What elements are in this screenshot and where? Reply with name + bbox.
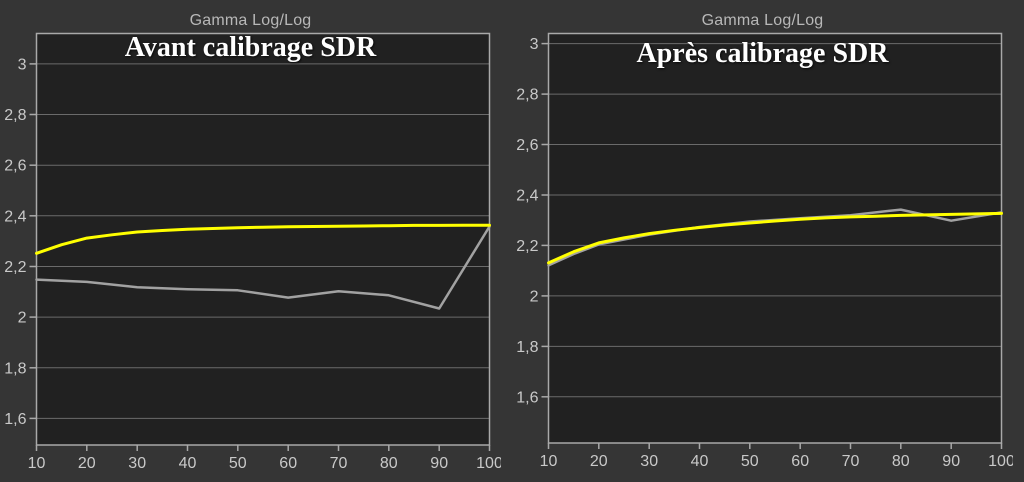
y-tick-label: 1,6 bbox=[4, 411, 26, 428]
y-tick-label: 2 bbox=[530, 288, 539, 305]
x-tick-label: 80 bbox=[892, 453, 910, 470]
chart-title-apres: Après calibrage SDR bbox=[636, 38, 889, 69]
chart-header-label: Gamma Log/Log bbox=[701, 12, 824, 29]
x-tick-label: 20 bbox=[590, 453, 608, 470]
plot-border bbox=[35, 32, 491, 446]
series-reference-line bbox=[547, 211, 1003, 265]
x-tick-label: 30 bbox=[640, 453, 658, 470]
x-tick-label: 100 bbox=[476, 455, 501, 472]
y-tick-label: 2,4 bbox=[516, 188, 538, 205]
y-tick-label: 3 bbox=[18, 56, 27, 73]
x-tick-label: 80 bbox=[380, 455, 398, 472]
x-tick-label: 10 bbox=[540, 453, 558, 470]
x-tick-label: 30 bbox=[128, 455, 146, 472]
x-tick-label: 40 bbox=[179, 455, 197, 472]
x-tick-label: 90 bbox=[942, 453, 960, 470]
y-tick-label: 1,8 bbox=[4, 360, 26, 377]
x-tick-label: 70 bbox=[330, 455, 348, 472]
plot-area bbox=[36, 33, 490, 445]
x-tick-label: 50 bbox=[741, 453, 759, 470]
y-tick-label: 2,6 bbox=[4, 158, 26, 175]
y-tick-label: 1,8 bbox=[516, 339, 538, 356]
x-tick-label: 90 bbox=[430, 455, 448, 472]
chart-apres-calibrage: 1,6 1,8 2 2,2 2,4 2,6 2,8 3 10 20 30 40 50 60 70 80 90 10… bbox=[512, 0, 1013, 482]
y-tick-label: 2,4 bbox=[4, 208, 26, 225]
x-tick-label: 60 bbox=[791, 453, 809, 470]
chart-header-label: Gamma Log/Log bbox=[189, 12, 312, 29]
x-tick-label: 40 bbox=[691, 453, 709, 470]
y-tick-label: 2,2 bbox=[4, 259, 26, 276]
series-measured-line bbox=[35, 225, 491, 310]
y-tick-label: 1,6 bbox=[516, 389, 538, 406]
y-tick-label: 2,8 bbox=[4, 107, 26, 124]
x-tick-label: 70 bbox=[842, 453, 860, 470]
y-tick-label: 3 bbox=[530, 36, 539, 53]
x-tick-label: 100 bbox=[988, 453, 1013, 470]
y-tick-label: 2 bbox=[18, 310, 27, 327]
series-reference-line bbox=[35, 223, 491, 255]
chart-canvas-avant: 1,6 1,8 2 2,2 2,4 2,6 2,8 3 10 20 30 40 50 60 70 80 90 10… bbox=[4, 32, 501, 472]
x-tick-label: 60 bbox=[279, 455, 297, 472]
y-tick-label: 2,6 bbox=[516, 137, 538, 154]
y-tick-label: 2,8 bbox=[516, 87, 538, 104]
x-tick-label: 10 bbox=[28, 455, 46, 472]
x-tick-label: 20 bbox=[78, 455, 96, 472]
x-tick-label: 50 bbox=[229, 455, 247, 472]
y-tick-label: 2,2 bbox=[516, 238, 538, 255]
plot-border bbox=[547, 32, 1003, 444]
chart-canvas-apres: 1,6 1,8 2 2,2 2,4 2,6 2,8 3 10 20 30 40 50 60 70 80 90 10… bbox=[516, 32, 1013, 470]
chart-avant-calibrage: 1,6 1,8 2 2,2 2,4 2,6 2,8 3 10 20 30 40 50 60 70 80 90 10… bbox=[0, 0, 501, 482]
chart-title-avant: Avant calibrage SDR bbox=[124, 32, 377, 63]
